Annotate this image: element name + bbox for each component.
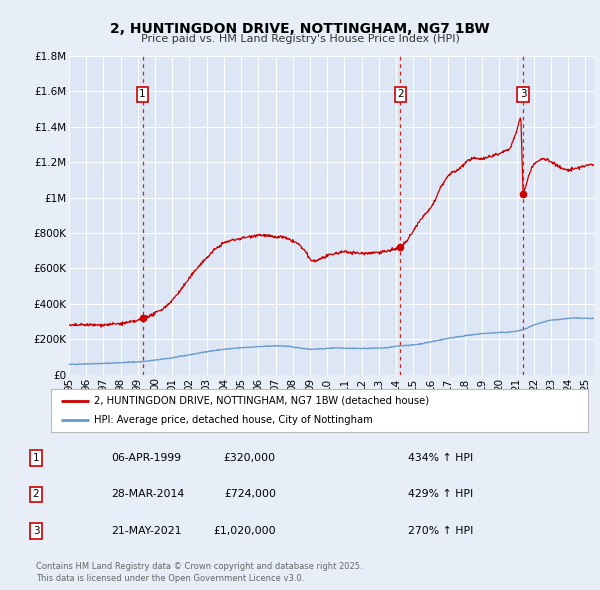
Text: 2: 2	[397, 89, 403, 99]
Text: 434% ↑ HPI: 434% ↑ HPI	[408, 453, 473, 463]
Text: 06-APR-1999: 06-APR-1999	[111, 453, 181, 463]
Text: 3: 3	[520, 89, 526, 99]
Text: 3: 3	[32, 526, 40, 536]
Text: £320,000: £320,000	[224, 453, 276, 463]
Text: 270% ↑ HPI: 270% ↑ HPI	[408, 526, 473, 536]
Text: 2, HUNTINGDON DRIVE, NOTTINGHAM, NG7 1BW (detached house): 2, HUNTINGDON DRIVE, NOTTINGHAM, NG7 1BW…	[94, 396, 429, 406]
Text: 21-MAY-2021: 21-MAY-2021	[111, 526, 182, 536]
Text: HPI: Average price, detached house, City of Nottingham: HPI: Average price, detached house, City…	[94, 415, 373, 425]
Text: Price paid vs. HM Land Registry's House Price Index (HPI): Price paid vs. HM Land Registry's House …	[140, 34, 460, 44]
Text: 1: 1	[32, 453, 40, 463]
Text: £724,000: £724,000	[224, 490, 276, 500]
Text: 28-MAR-2014: 28-MAR-2014	[111, 490, 184, 500]
Text: Contains HM Land Registry data © Crown copyright and database right 2025.
This d: Contains HM Land Registry data © Crown c…	[36, 562, 362, 583]
Text: 1: 1	[139, 89, 146, 99]
Text: £1,020,000: £1,020,000	[214, 526, 276, 536]
Text: 2: 2	[32, 490, 40, 500]
Text: 2, HUNTINGDON DRIVE, NOTTINGHAM, NG7 1BW: 2, HUNTINGDON DRIVE, NOTTINGHAM, NG7 1BW	[110, 22, 490, 37]
Text: 429% ↑ HPI: 429% ↑ HPI	[408, 490, 473, 500]
